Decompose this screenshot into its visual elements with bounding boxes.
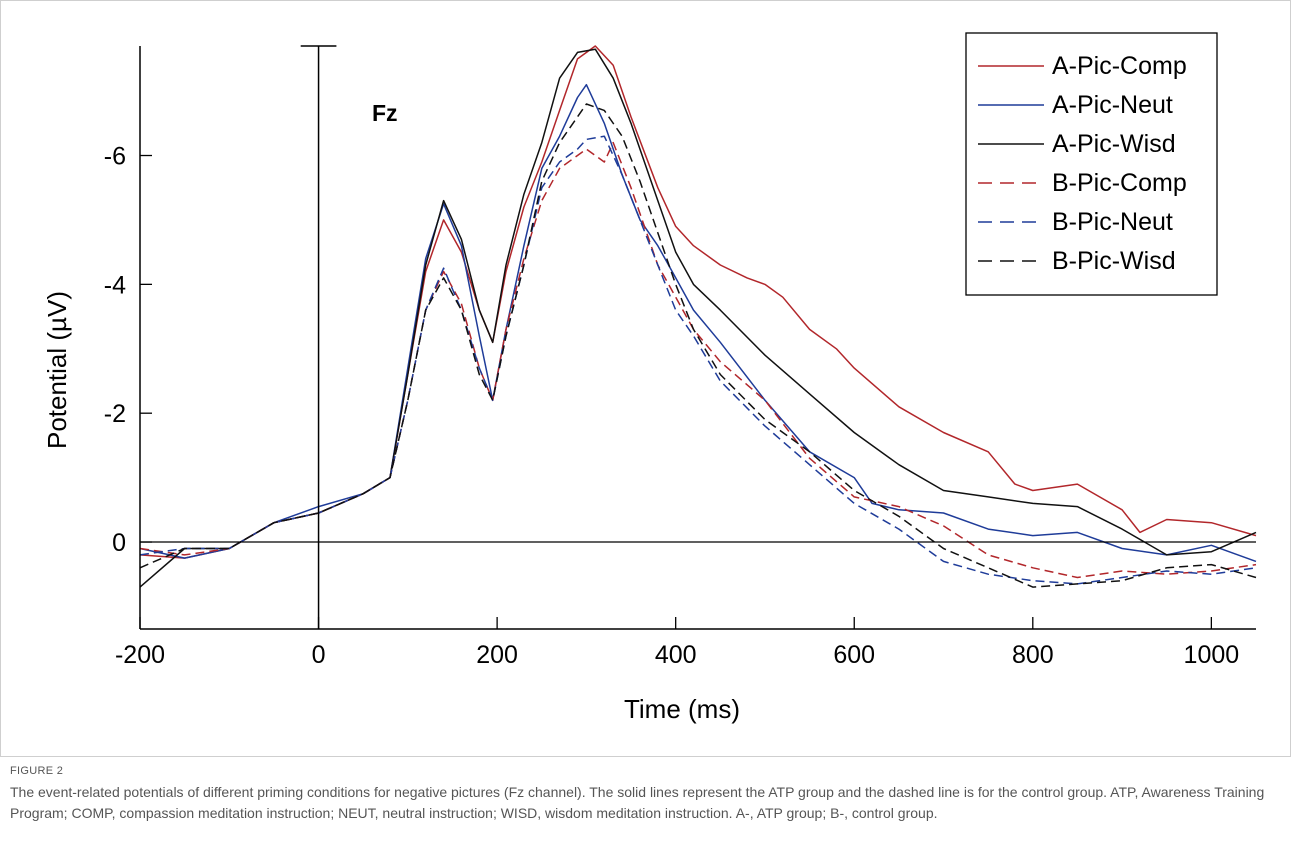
y-tick-label: -4 xyxy=(104,271,126,299)
legend-label: B-Pic-Comp xyxy=(1052,169,1187,197)
x-tick-label: 400 xyxy=(655,641,697,669)
legend-label: A-Pic-Comp xyxy=(1052,52,1187,80)
x-tick-label: 600 xyxy=(833,641,875,669)
legend-label: B-Pic-Wisd xyxy=(1052,247,1176,275)
legend-box xyxy=(965,32,1218,296)
x-ticks: -200 0 200 400 600 800 1000 xyxy=(115,617,1239,669)
y-ticks: -6 -4 -2 0 xyxy=(104,143,152,557)
x-tick-label: 1000 xyxy=(1184,641,1240,669)
frame-separator xyxy=(0,756,1291,757)
x-tick-label: 0 xyxy=(312,641,326,669)
legend: A-Pic-Comp A-Pic-Neut A-Pic-Wisd B-Pic-Comp… xyxy=(965,32,1218,296)
channel-annotation: Fz xyxy=(372,100,398,126)
legend-label: A-Pic-Wisd xyxy=(1052,130,1176,158)
frame-left-border xyxy=(0,0,1,757)
legend-label: B-Pic-Neut xyxy=(1052,208,1173,236)
x-tick-label: 800 xyxy=(1012,641,1054,669)
y-tick-label: -2 xyxy=(104,400,126,428)
y-tick-label: -6 xyxy=(104,143,126,171)
plot-lines xyxy=(139,45,1257,588)
frame-top-border xyxy=(0,0,1291,1)
y-axis-label: Potential (µV) xyxy=(42,291,72,449)
y-tick-label: 0 xyxy=(112,529,126,557)
x-axis-label: Time (ms) xyxy=(624,694,740,724)
x-tick-label: -200 xyxy=(115,641,165,669)
figure-caption: The event-related potentials of differen… xyxy=(10,784,1265,821)
x-tick-label: 200 xyxy=(476,641,518,669)
erp-chart: -200 0 200 400 600 800 1000 -6-4-20 Time (ms) … xyxy=(42,32,1257,724)
series-line-b-pic-wisd xyxy=(139,103,1257,588)
figure-label: FIGURE 2 xyxy=(10,765,64,777)
legend-label: A-Pic-Neut xyxy=(1052,91,1173,119)
